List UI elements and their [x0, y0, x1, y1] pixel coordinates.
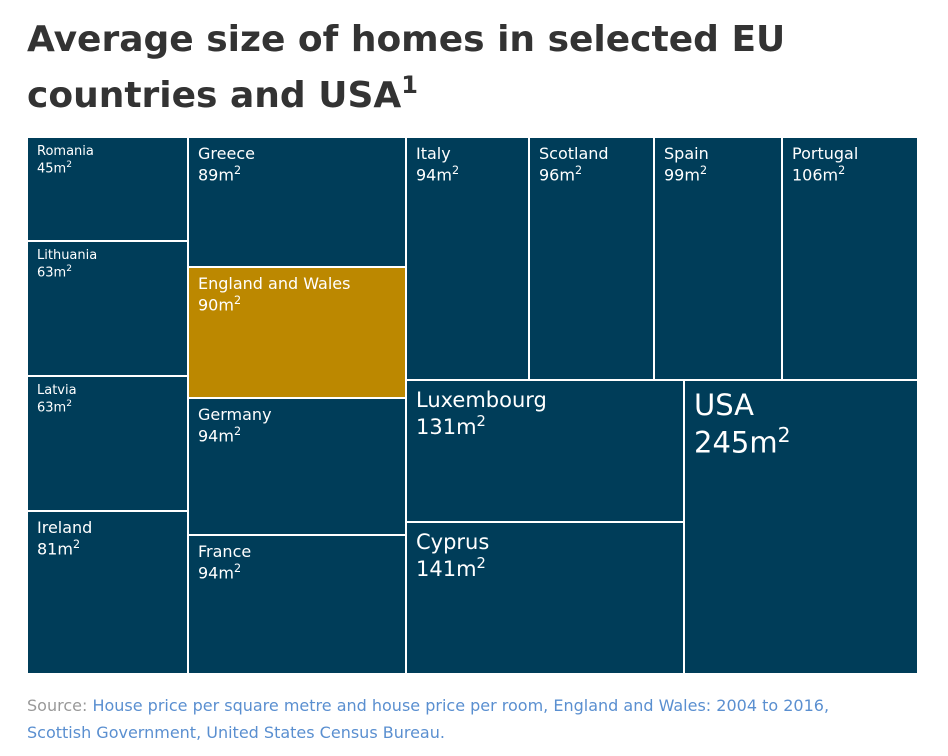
tile-name: England and Wales — [198, 274, 351, 293]
tile-name: Lithuania — [37, 248, 98, 263]
tile-scotland: Scotland 96m2 — [529, 137, 654, 380]
tile-value: 245m2 — [694, 423, 791, 460]
tile-label: France 94m2 — [198, 542, 251, 583]
tile-name: Portugal — [792, 144, 859, 163]
tile-value: 63m2 — [37, 399, 73, 416]
tile-greece: Greece 89m2 — [188, 137, 406, 267]
tile-label: Cyprus 141m2 — [416, 529, 489, 583]
source-link-govts[interactable]: Scottish Government, United States Censu… — [27, 723, 445, 742]
chart-title: Average size of homes in selected EU cou… — [27, 12, 907, 127]
tile-luxembourg: Luxembourg 131m2 — [406, 380, 684, 522]
tile-italy: Italy 94m2 — [406, 137, 529, 380]
tile-label: Spain 99m2 — [664, 144, 709, 185]
tile-label: Luxembourg 131m2 — [416, 387, 547, 441]
chart-title-text: Average size of homes in selected EU cou… — [27, 19, 786, 116]
tile-value: 94m2 — [416, 164, 460, 185]
tile-label: USA 245m2 — [694, 387, 791, 461]
tile-value: 99m2 — [664, 164, 708, 185]
tile-name: Romania — [37, 144, 94, 159]
tile-value: 63m2 — [37, 264, 73, 281]
tile-label: Lithuania 63m2 — [37, 248, 97, 282]
tile-label: Germany 94m2 — [198, 405, 272, 446]
tile-latvia: Latvia 63m2 — [27, 376, 188, 511]
source-prefix: Source: — [27, 696, 88, 715]
tile-name: Greece — [198, 144, 255, 163]
tile-germany: Germany 94m2 — [188, 398, 406, 535]
tile-cyprus: Cyprus 141m2 — [406, 522, 684, 674]
tile-england-and-wales: England and Wales 90m2 — [188, 267, 406, 398]
footnote-mark: 1 — [401, 71, 418, 99]
tile-value: 96m2 — [539, 164, 583, 185]
tile-name: Scotland — [539, 144, 609, 163]
tile-name: Luxembourg — [416, 388, 547, 412]
tile-label: Latvia 63m2 — [37, 383, 77, 417]
tile-romania: Romania 45m2 — [27, 137, 188, 241]
tile-label: Ireland 81m2 — [37, 518, 92, 559]
tile-label: Portugal 106m2 — [792, 144, 858, 185]
tile-spain: Spain 99m2 — [654, 137, 782, 380]
tile-name: France — [198, 542, 252, 561]
tile-name: Germany — [198, 405, 272, 424]
tile-value: 131m2 — [416, 413, 486, 440]
tile-name: USA — [694, 388, 755, 422]
tile-value: 45m2 — [37, 160, 73, 177]
tile-label: England and Wales 90m2 — [198, 274, 350, 315]
tile-value: 94m2 — [198, 562, 242, 583]
tile-value: 90m2 — [198, 294, 242, 315]
tile-lithuania: Lithuania 63m2 — [27, 241, 188, 376]
tile-name: Cyprus — [416, 530, 490, 554]
tile-label: Italy 94m2 — [416, 144, 459, 185]
tile-ireland: Ireland 81m2 — [27, 511, 188, 674]
tile-label: Greece 89m2 — [198, 144, 255, 185]
tile-value: 106m2 — [792, 164, 846, 185]
tile-value: 141m2 — [416, 555, 486, 582]
tile-label: Scotland 96m2 — [539, 144, 609, 185]
tile-name: Italy — [416, 144, 451, 163]
tile-france: France 94m2 — [188, 535, 406, 674]
tile-value: 94m2 — [198, 425, 242, 446]
source-note: Source: House price per square metre and… — [27, 692, 927, 746]
tile-value: 81m2 — [37, 538, 81, 559]
tile-name: Latvia — [37, 383, 77, 398]
tile-portugal: Portugal 106m2 — [782, 137, 918, 380]
tile-usa: USA 245m2 — [684, 380, 918, 674]
tile-value: 89m2 — [198, 164, 242, 185]
source-link-ons[interactable]: House price per square metre and house p… — [92, 696, 830, 715]
tile-label: Romania 45m2 — [37, 144, 94, 178]
tile-name: Ireland — [37, 518, 93, 537]
tile-name: Spain — [664, 144, 709, 163]
